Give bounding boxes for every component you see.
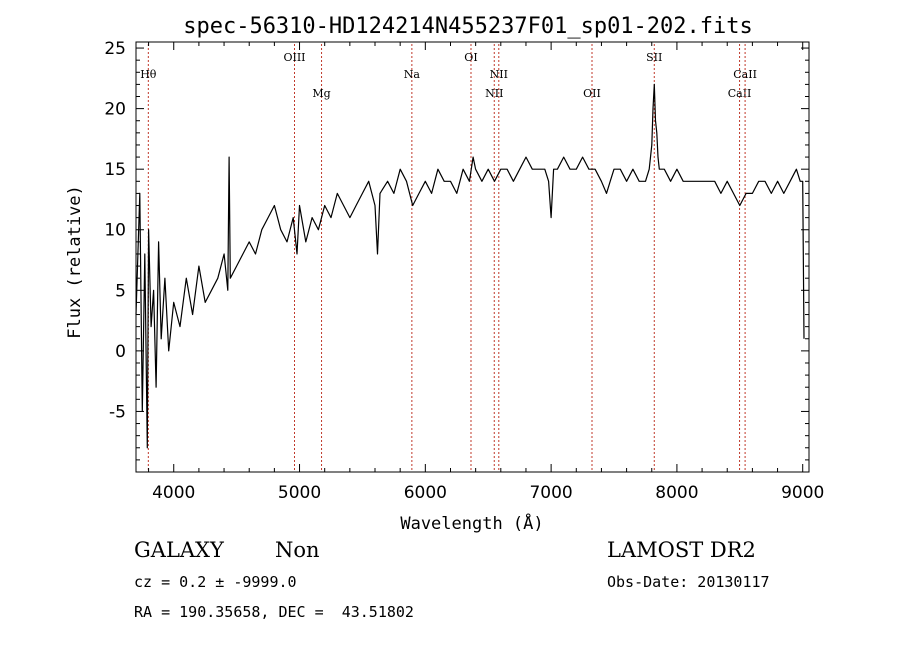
- x-axis: 4000 5000 6000 7000 8000 9000: [148, 42, 824, 503]
- y-axis-label: Flux (relative): [65, 185, 85, 339]
- spectral-line-label: Mg: [312, 87, 330, 100]
- y-axis: -5 0 5 10 15 20 25: [104, 39, 809, 461]
- spectral-line-label: NII: [485, 87, 503, 100]
- y-tick-label: -5: [109, 402, 126, 422]
- spectral-line-label: Hθ: [140, 68, 157, 81]
- observation-date: Obs-Date: 20130117: [607, 573, 770, 591]
- x-tick-label: 9000: [781, 483, 824, 503]
- x-tick-label: 4000: [152, 483, 195, 503]
- y-tick-label: 0: [115, 342, 126, 362]
- spectral-line-label: OI: [464, 51, 477, 64]
- y-tick-label: 25: [104, 39, 126, 59]
- chart-title: spec-56310-HD124214N455237F01_sp01-202.f…: [183, 14, 753, 39]
- x-tick-label: 5000: [278, 483, 321, 503]
- coordinates-line: RA = 190.35658, DEC = 43.51802: [134, 603, 414, 621]
- x-tick-label: 8000: [655, 483, 698, 503]
- x-tick-label: 7000: [529, 483, 572, 503]
- redshift-line: cz = 0.2 ± -9999.0: [134, 573, 297, 591]
- series-group: [135, 83, 805, 449]
- x-axis-label: Wavelength (Å): [400, 512, 543, 534]
- y-tick-label: 5: [115, 281, 126, 301]
- y-tick-label: 10: [104, 221, 126, 241]
- object-class: GALAXY: [134, 538, 224, 562]
- flux-series-line: [135, 83, 805, 449]
- spectral-line-label: OII: [583, 87, 601, 100]
- spectral-line-label: SII: [646, 51, 662, 64]
- object-subclass: Non: [275, 538, 320, 562]
- plot-frame: [135, 41, 810, 473]
- spectral-line-label: Na: [404, 68, 421, 81]
- y-tick-label: 15: [104, 160, 126, 180]
- spectral-line-label: CaII: [728, 87, 752, 100]
- survey-name: LAMOST DR2: [607, 538, 756, 562]
- y-tick-label: 20: [104, 100, 126, 120]
- spectral-line-label: CaII: [733, 68, 757, 81]
- spectral-line-markers: Hθ OIII Mg Na OI NII NII OII SII CaII CaII: [140, 44, 757, 472]
- spectral-line-label: NII: [490, 68, 508, 81]
- spectral-line-label: OIII: [283, 51, 305, 64]
- x-tick-label: 6000: [404, 483, 447, 503]
